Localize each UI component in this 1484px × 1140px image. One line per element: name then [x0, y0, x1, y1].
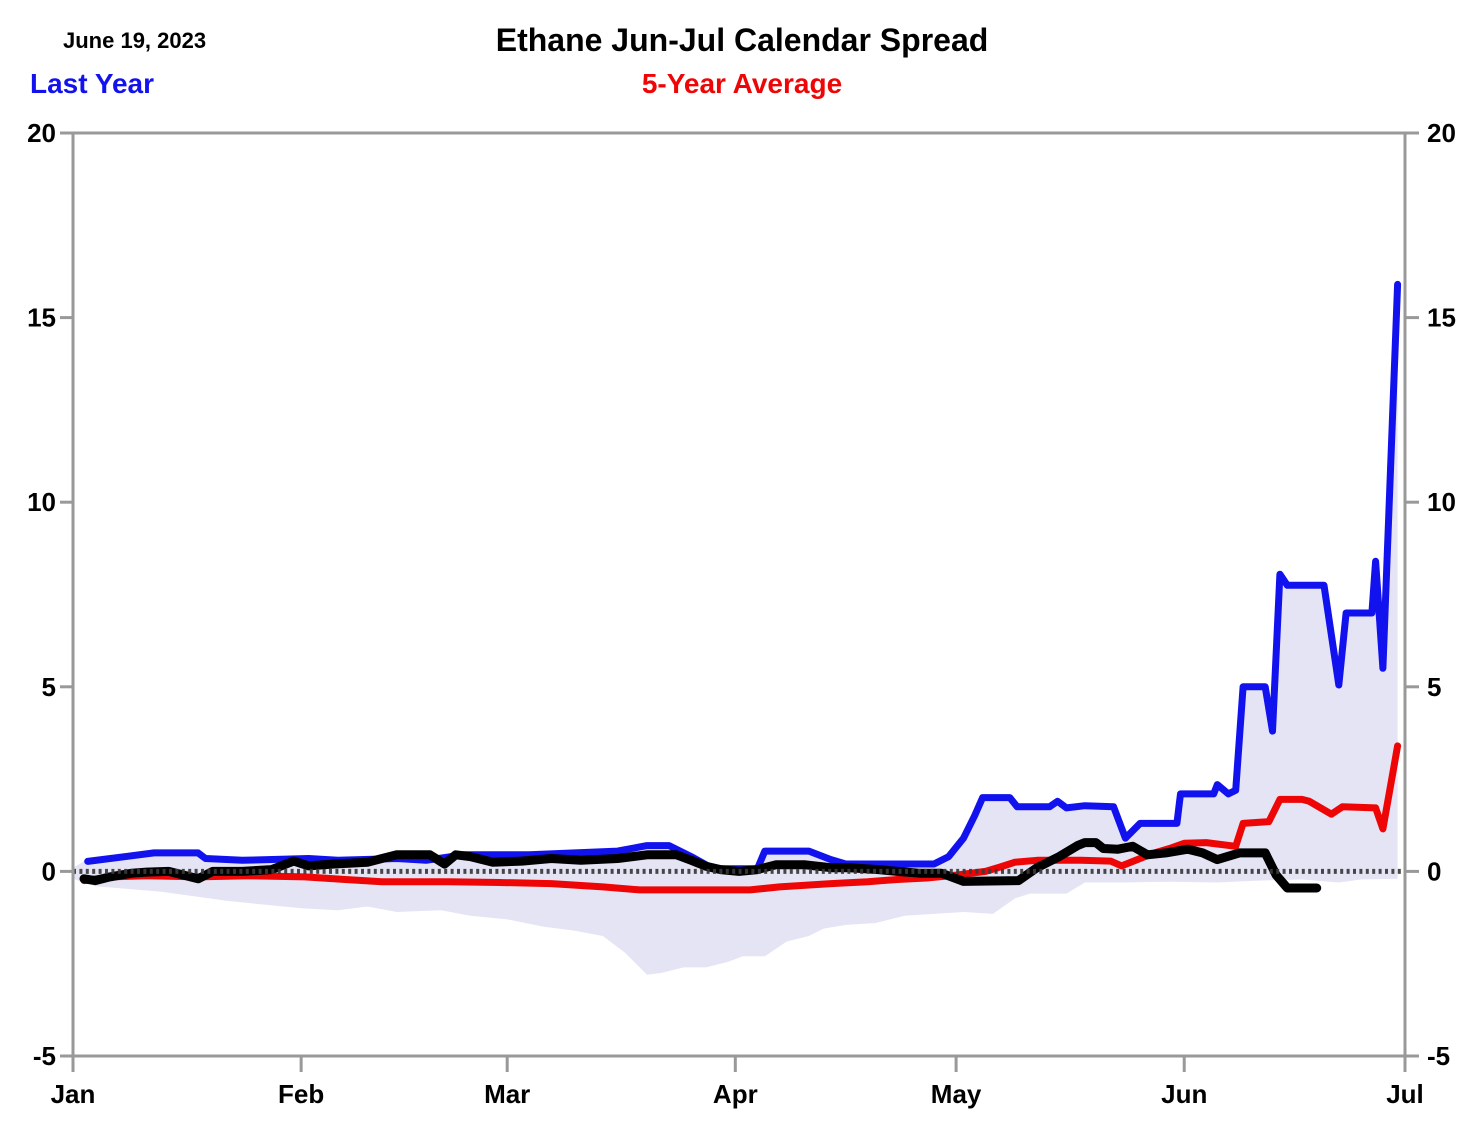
y-tick-label-left: 10 — [27, 487, 56, 517]
date-annotation: June 19, 2023 — [63, 28, 207, 53]
page-title: Ethane Jun-Jul Calendar Spread — [495, 22, 989, 58]
x-tick-label: Jan — [51, 1079, 96, 1109]
legend-last-year: Last Year — [30, 68, 155, 99]
x-tick-label: Apr — [713, 1079, 758, 1109]
y-tick-label-left: 15 — [27, 303, 56, 333]
y-tick-label-right: 20 — [1427, 118, 1456, 148]
y-tick-label-left: 20 — [27, 118, 56, 148]
x-tick-label: Mar — [484, 1079, 530, 1109]
y-tick-label-left: -5 — [33, 1041, 56, 1071]
series-line-last-year — [84, 280, 1402, 873]
y-tick-label-left: 0 — [42, 856, 56, 886]
y-tick-label-left: 5 — [42, 672, 56, 702]
y-tick-label-right: 5 — [1427, 672, 1441, 702]
x-tick-label: Jul — [1386, 1079, 1424, 1109]
x-tick-label: May — [931, 1079, 982, 1109]
x-tick-label: Feb — [278, 1079, 324, 1109]
y-tick-label-right: 0 — [1427, 856, 1441, 886]
plot-frame — [71, 131, 1407, 1058]
x-tick-label: Jun — [1161, 1079, 1207, 1109]
y-tick-label-right: -5 — [1427, 1041, 1450, 1071]
y-tick-label-right: 10 — [1427, 487, 1456, 517]
legend-5-year-average: 5-Year Average — [641, 68, 843, 99]
y-tick-label-right: 15 — [1427, 303, 1456, 333]
series-line-5-year-average — [80, 742, 1402, 894]
